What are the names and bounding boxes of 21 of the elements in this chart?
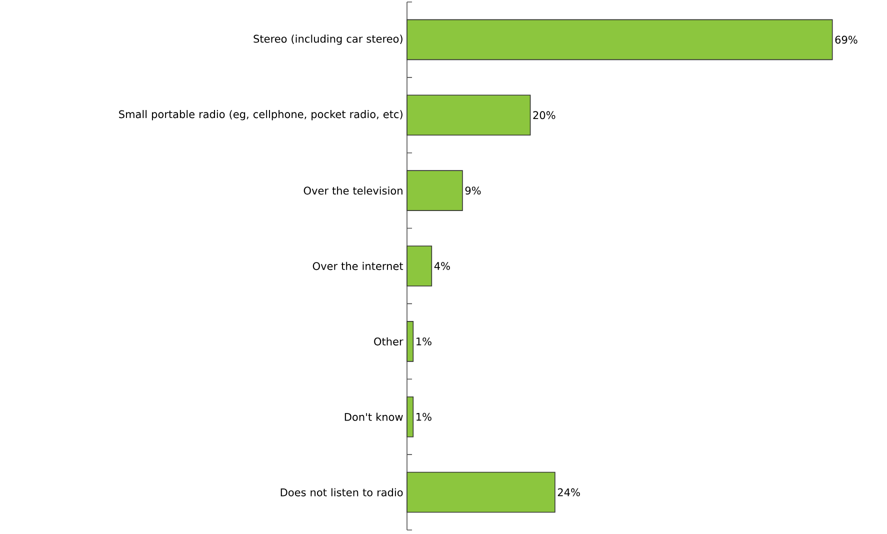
y-tick-label: Don't know <box>344 412 403 421</box>
bar <box>406 19 833 60</box>
y-tick-label: Small portable radio (eg, cellphone, pocket radio, etc) <box>119 110 402 120</box>
y-tick-label: Over the television <box>304 186 402 195</box>
bar <box>406 321 414 362</box>
bar <box>406 246 432 286</box>
data-label: 1% <box>416 337 432 346</box>
data-label: 1% <box>416 412 432 421</box>
y-tick-label: Stereo (including car stereo) <box>254 34 402 45</box>
data-label: 9% <box>465 186 481 195</box>
data-label: 69% <box>835 36 858 44</box>
y-tick-label: Other <box>374 337 404 346</box>
data-label: 24% <box>558 488 580 496</box>
y-tick-label: Over the internet <box>312 262 404 270</box>
bar <box>406 94 531 136</box>
bar <box>406 472 556 513</box>
bar <box>406 396 414 438</box>
data-label: 20% <box>533 111 556 120</box>
bar <box>406 170 463 211</box>
data-label: 4% <box>434 262 450 270</box>
y-tick-label: Does not listen to radio <box>280 488 403 496</box>
